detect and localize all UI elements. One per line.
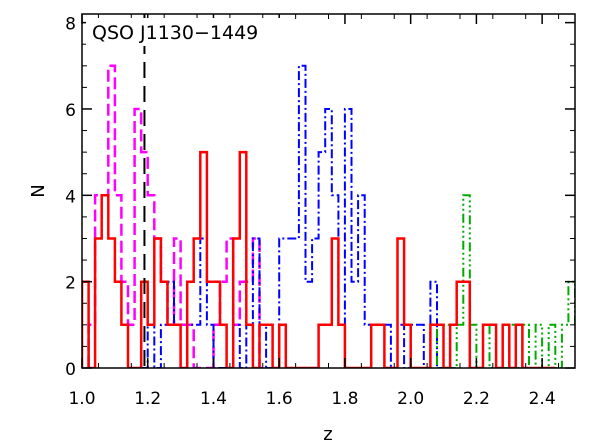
x-tick-label: 2.0 <box>397 389 424 409</box>
qso-annotation: QSO J1130−1449 <box>92 22 258 44</box>
y-tick-label: 4 <box>65 187 76 207</box>
histogram-series-4 <box>82 150 556 368</box>
y-axis-label: N <box>28 184 49 197</box>
x-tick-label: 1.4 <box>200 389 227 409</box>
y-tick-label: 0 <box>65 360 76 380</box>
histogram-series-3 <box>429 194 575 368</box>
x-tick-label: 1.0 <box>68 389 95 409</box>
x-tick-label: 2.4 <box>529 389 556 409</box>
x-tick-label: 1.2 <box>134 389 161 409</box>
y-tick-label: 6 <box>65 101 76 121</box>
x-axis-label: z <box>323 424 332 445</box>
annotation-background <box>86 18 294 46</box>
x-tick-label: 1.8 <box>331 389 358 409</box>
y-tick-label: 8 <box>65 15 76 35</box>
tick-layer: 1.0 1.2 1.4 1.6 1.8 2.0 2.2 2.4 0 2 4 6 8 <box>65 14 575 409</box>
y-tick-label: 2 <box>65 274 76 294</box>
plot-frame <box>81 13 576 369</box>
x-tick-label: 2.2 <box>463 389 490 409</box>
x-tick-label: 1.6 <box>266 389 293 409</box>
series-layer <box>82 64 575 368</box>
